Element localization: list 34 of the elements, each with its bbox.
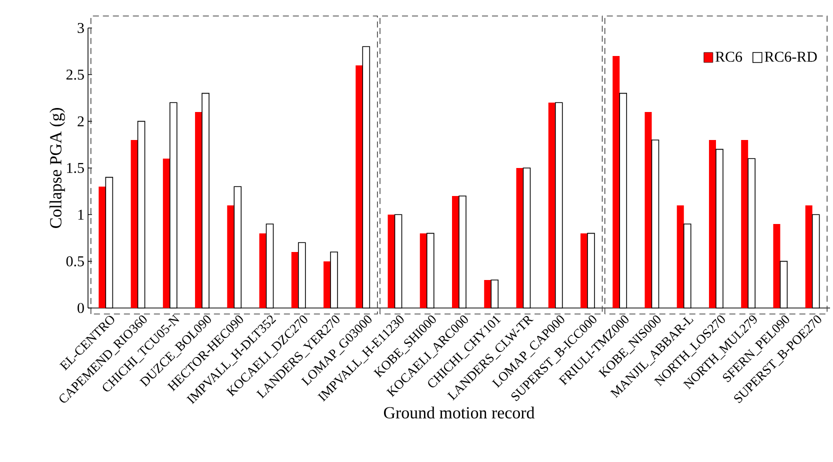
x-axis-title: Ground motion record — [384, 406, 535, 419]
y-tick-label: 0.5 — [66, 256, 84, 266]
bar — [516, 168, 524, 308]
bar — [644, 112, 652, 308]
y-tick-label: 0 — [78, 302, 84, 314]
bar — [548, 102, 556, 308]
bar — [130, 140, 138, 308]
bar — [98, 186, 106, 308]
bar — [805, 205, 812, 308]
bar — [388, 214, 395, 308]
y-tick-label: 2 — [78, 116, 84, 126]
legend-label: RC6-RD — [764, 52, 817, 62]
y-axis-title: Collapse PGA (g) — [50, 108, 65, 228]
bar — [259, 233, 266, 308]
bar — [676, 205, 684, 308]
bar — [773, 224, 780, 308]
bar — [741, 140, 748, 308]
bar — [324, 261, 331, 308]
bar — [484, 280, 492, 308]
bar — [195, 112, 202, 308]
bar — [420, 233, 427, 308]
bar — [612, 56, 620, 308]
bar — [162, 158, 170, 308]
legend-label: RC6 — [716, 52, 742, 62]
y-tick-label: 1.5 — [67, 162, 84, 174]
y-tick-label: 3 — [78, 22, 84, 33]
bar — [227, 205, 234, 308]
bar — [580, 233, 588, 308]
bar — [291, 252, 298, 308]
y-tick-label: 1 — [78, 210, 84, 220]
bar — [356, 65, 363, 308]
y-tick-label: 2.5 — [66, 70, 84, 80]
bar — [708, 140, 716, 308]
bar — [452, 196, 460, 308]
